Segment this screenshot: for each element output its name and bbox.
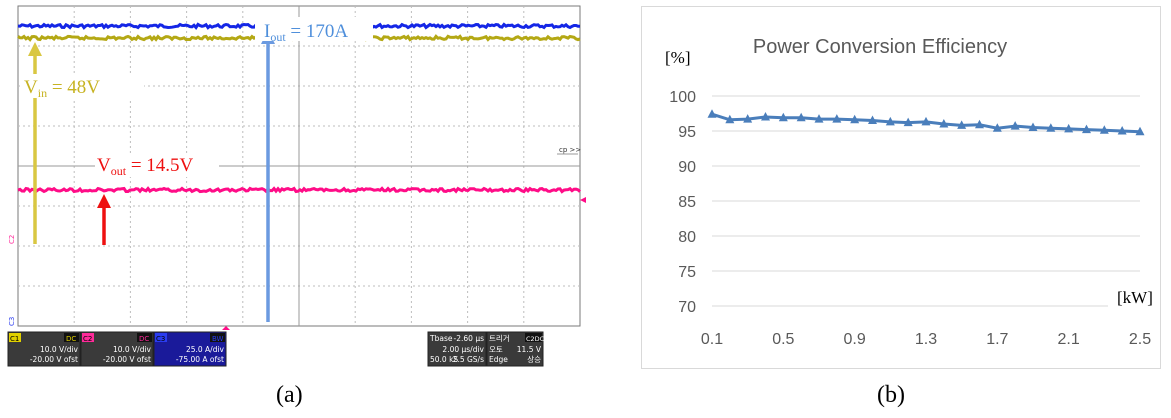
x-tick-label: 0.1 (701, 331, 723, 348)
x-tick-label: 2.1 (1058, 331, 1080, 348)
status-ch1-scale: 10.0 V/div (40, 345, 79, 354)
trigger-label: 트리거 (489, 334, 510, 343)
data-point (725, 114, 735, 124)
arrow-vout-head (97, 194, 111, 208)
x-tick-label: 1.3 (915, 331, 937, 348)
timebase-delay: -2.60 μs (454, 334, 485, 343)
x-tick-label: 1.7 (986, 331, 1008, 348)
data-point (992, 123, 1002, 132)
x-tick-label: 0.9 (844, 331, 866, 348)
cursor-tag: cp >> (559, 146, 581, 154)
data-point (868, 115, 877, 124)
side-label-c3: C3 (8, 317, 16, 326)
data-point (1099, 125, 1109, 134)
status-ch2-coupling: DC (139, 335, 149, 343)
timebase-box (427, 331, 487, 367)
status-ch3-offset: -75.00 A ofst (176, 355, 224, 364)
data-point (1064, 123, 1074, 133)
y-tick-label: 90 (678, 159, 696, 176)
status-ch1-coupling-bg (64, 333, 79, 342)
data-point (885, 116, 895, 126)
data-point (832, 114, 842, 123)
data-point (1117, 126, 1127, 135)
data-point (761, 112, 770, 121)
data-point (921, 116, 931, 126)
y-tick-label: 85 (678, 194, 696, 211)
y-tick-label: 75 (678, 264, 696, 281)
iout-label-bg (255, 17, 373, 41)
chart-title: Power Conversion Efficiency (753, 36, 1007, 58)
trigger-level: 11.5 V (517, 345, 542, 354)
status-ch3-swatch (155, 333, 167, 342)
oscilloscope-screenshot: Iout = 170A Vin = 48V Vout = 14.5V cp >> C2 C… (7, 5, 586, 367)
label-iout: Iout = 170A (264, 21, 348, 44)
data-point (814, 114, 824, 123)
timebase-scale: 2.00 μs/div (442, 345, 484, 354)
y-tick-label: 80 (678, 229, 696, 246)
trigger-type: Edge (489, 355, 508, 364)
status-ch1-swatch (9, 333, 21, 342)
status-ch3-label: C3 (156, 335, 165, 343)
status-ch1-label: C1 (10, 335, 19, 343)
trigger-position-marker (222, 326, 230, 330)
timebase-samples: 50.0 kS (430, 355, 458, 364)
efficiency-chart: Power Conversion Efficiency [%] [kW] 70 75 80… (641, 6, 1161, 369)
data-point (1046, 123, 1056, 132)
data-point (743, 114, 753, 123)
vout-label-bg (95, 153, 219, 177)
data-point (1010, 121, 1020, 130)
status-ch3-coupling-bg (210, 333, 225, 342)
trace-C2 (17, 186, 582, 194)
data-point (1082, 124, 1091, 134)
y-tick-label: 95 (678, 124, 696, 141)
status-ch2-label: C2 (83, 335, 92, 343)
data-point (796, 112, 806, 122)
c2-level-marker (580, 197, 586, 203)
data-point (939, 119, 949, 128)
trigger-badge: C2DC (526, 335, 545, 343)
arrow-vin-head (28, 42, 42, 56)
y-axis-label: [%] (665, 48, 690, 67)
trigger-badge-bg (525, 333, 542, 342)
y-tick-label: 70 (678, 299, 696, 316)
data-point (903, 117, 913, 127)
vin-label-bg (22, 74, 144, 98)
status-ch3-scale: 25.0 A/div (186, 345, 225, 354)
status-ch2-swatch (82, 333, 94, 342)
caption-a: (a) (276, 382, 303, 408)
side-label-c2: C2 (8, 235, 16, 244)
status-ch2-offset: -20.00 V ofst (103, 355, 151, 364)
data-point (1028, 122, 1038, 131)
status-ch3-coupling: BW (212, 335, 224, 343)
caption-b: (b) (877, 382, 905, 408)
y-tick-label: 100 (669, 89, 696, 106)
trigger-mode: 오토 (489, 345, 503, 354)
timebase-label: Tbase (429, 334, 453, 343)
data-point (975, 119, 984, 129)
status-ch1-offset: -20.00 V ofst (30, 355, 78, 364)
chart-border (641, 6, 1161, 369)
data-point (850, 114, 860, 124)
timebase-rate: 2.5 GS/s (453, 355, 484, 364)
x-tick-label: 0.5 (772, 331, 794, 348)
status-ch1-coupling: DC (66, 335, 76, 343)
data-point (707, 109, 717, 118)
data-point (778, 112, 788, 122)
trigger-slope: 상승 (527, 354, 541, 364)
x-tick-label: 2.5 (1129, 331, 1151, 348)
status-ch2-coupling-bg (137, 333, 152, 342)
label-vin: Vin = 48V (24, 77, 100, 100)
status-ch2-scale: 10.0 V/div (113, 345, 152, 354)
x-axis-label: [kW] (1117, 288, 1153, 307)
data-point (1135, 126, 1145, 136)
label-vout: Vout = 14.5V (97, 155, 194, 178)
data-point (957, 120, 967, 129)
